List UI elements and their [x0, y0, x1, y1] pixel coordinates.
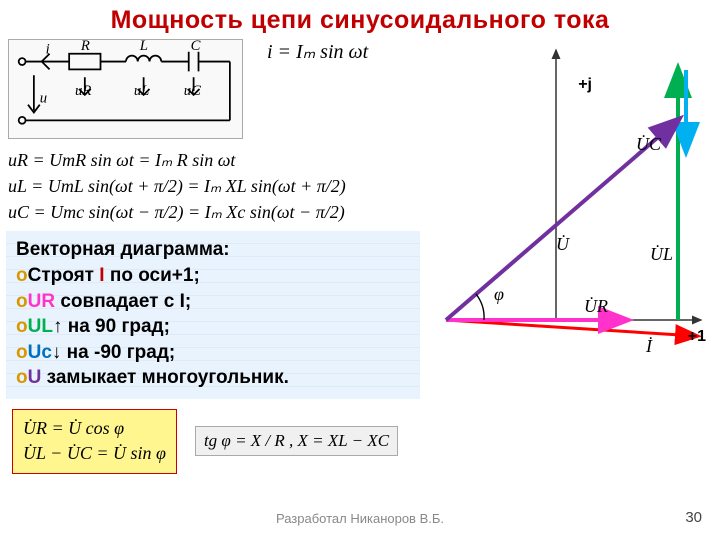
vec-heading: Векторная диаграмма: [16, 237, 410, 263]
label-I: İ [646, 336, 652, 357]
footer-author: Разработал Никаноров В.Б. [0, 511, 720, 526]
svg-text:uL: uL [134, 83, 150, 99]
svg-text:uR: uR [75, 83, 91, 99]
label-U: U̇ [556, 234, 569, 255]
vector-diagram: +j +1 U̇C U̇L U̇R U̇ İ φ [416, 40, 706, 360]
label-plus-1: +1 [688, 328, 706, 346]
svg-text:L: L [139, 40, 148, 54]
svg-text:R: R [80, 40, 90, 54]
slide-title: Мощность цепи синусоидального тока [0, 0, 720, 39]
svg-text:uC: uC [184, 83, 201, 99]
eq-current: i = Iₘ sin ωt [243, 39, 368, 139]
tg-phi-formula: tg φ = X / R , X = XL − XC [195, 426, 398, 456]
svg-text:u: u [40, 91, 47, 107]
yellow-line-2: U̇L − U̇C = U̇ sin φ [23, 441, 166, 466]
label-UC: U̇C [636, 134, 661, 155]
label-phi: φ [494, 284, 504, 305]
label-UR: U̇R [584, 296, 608, 317]
label-UL: U̇L [650, 244, 673, 265]
svg-text:i: i [46, 42, 50, 58]
circuit-diagram: i R L C uR uL uC u [8, 39, 243, 139]
projection-formulas: U̇R = U̇ cos φ U̇L − U̇C = U̇ sin φ [12, 409, 177, 473]
vector-I [446, 320, 696, 336]
svg-text:C: C [191, 40, 201, 54]
yellow-line-1: U̇R = U̇ cos φ [23, 416, 166, 441]
label-plus-j: +j [578, 76, 592, 94]
arc-phi [476, 294, 484, 320]
page-number: 30 [685, 509, 702, 526]
vector-diagram-text: Векторная диаграмма: oСтроят I по оси+1;… [6, 231, 420, 399]
